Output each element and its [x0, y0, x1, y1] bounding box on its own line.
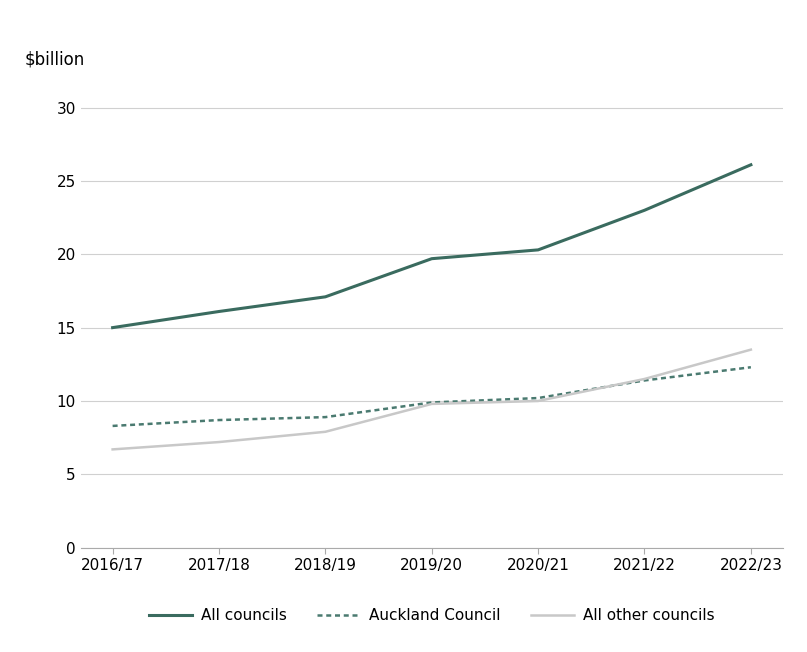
- Line: All councils: All councils: [113, 165, 751, 327]
- All other councils: [108, 445, 118, 453]
- All other councils: [533, 397, 543, 405]
- Auckland Council: [640, 377, 650, 385]
- All other councils: [427, 400, 437, 408]
- All councils: [320, 293, 330, 301]
- All councils: [108, 324, 118, 331]
- All other councils: [746, 346, 755, 353]
- All other councils: [214, 438, 224, 446]
- Auckland Council: [746, 363, 755, 371]
- All councils: [533, 246, 543, 254]
- Auckland Council: [427, 398, 437, 406]
- Line: All other councils: All other councils: [113, 349, 751, 449]
- Text: $billion: $billion: [24, 50, 85, 68]
- Auckland Council: [108, 422, 118, 430]
- Legend: All councils, Auckland Council, All other councils: All councils, Auckland Council, All othe…: [143, 602, 721, 629]
- All councils: [746, 161, 755, 169]
- Line: Auckland Council: Auckland Council: [113, 367, 751, 426]
- Auckland Council: [320, 413, 330, 421]
- Auckland Council: [214, 416, 224, 424]
- All other councils: [320, 428, 330, 436]
- All councils: [640, 206, 650, 214]
- Auckland Council: [533, 394, 543, 402]
- All other councils: [640, 375, 650, 383]
- All councils: [214, 308, 224, 316]
- All councils: [427, 255, 437, 263]
